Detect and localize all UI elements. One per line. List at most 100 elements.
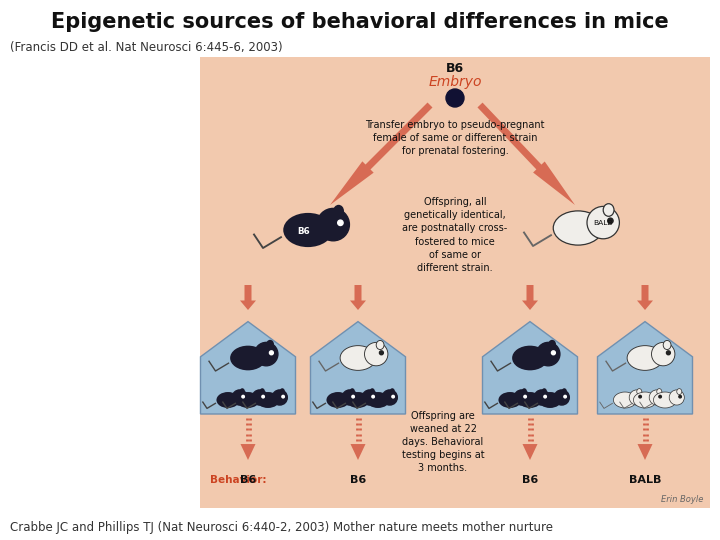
Bar (200, 57, 710, 508)
Ellipse shape (370, 388, 375, 394)
Circle shape (269, 351, 274, 355)
Ellipse shape (522, 388, 527, 394)
Text: B6: B6 (240, 475, 256, 485)
Ellipse shape (603, 204, 614, 217)
Ellipse shape (634, 392, 657, 408)
Circle shape (272, 390, 287, 405)
Text: Offspring are
weaned at 22
days. Behavioral
testing begins at
3 months.: Offspring are weaned at 22 days. Behavio… (402, 410, 485, 474)
Polygon shape (310, 322, 405, 414)
Ellipse shape (541, 388, 546, 394)
Ellipse shape (636, 389, 642, 395)
Polygon shape (637, 285, 653, 310)
Ellipse shape (376, 340, 384, 349)
Polygon shape (351, 444, 366, 460)
Circle shape (364, 342, 388, 366)
Ellipse shape (677, 389, 682, 395)
Polygon shape (637, 444, 652, 460)
Text: Transfer embryo to pseudo-pregnant
female of same or different strain
for prenat: Transfer embryo to pseudo-pregnant femal… (365, 120, 545, 157)
Polygon shape (200, 322, 295, 414)
Text: Epigenetic sources of behavioral differences in mice: Epigenetic sources of behavioral differe… (51, 12, 669, 32)
Circle shape (262, 395, 264, 398)
Text: Embryo: Embryo (428, 75, 482, 89)
Ellipse shape (266, 340, 274, 349)
Text: BALB: BALB (629, 475, 661, 485)
Circle shape (524, 395, 526, 398)
Ellipse shape (663, 340, 671, 349)
Ellipse shape (553, 211, 603, 245)
Polygon shape (240, 285, 256, 310)
Circle shape (534, 390, 549, 405)
Circle shape (629, 390, 644, 405)
Text: B6: B6 (446, 62, 464, 75)
Circle shape (587, 206, 619, 239)
Ellipse shape (240, 388, 245, 394)
Ellipse shape (539, 392, 562, 408)
Ellipse shape (390, 388, 395, 394)
Polygon shape (522, 285, 538, 310)
Circle shape (382, 390, 397, 405)
Ellipse shape (350, 388, 355, 394)
Circle shape (372, 395, 374, 398)
Ellipse shape (512, 346, 548, 370)
Polygon shape (598, 322, 693, 414)
Circle shape (608, 218, 613, 224)
Polygon shape (330, 103, 433, 205)
Ellipse shape (346, 392, 369, 408)
Ellipse shape (548, 340, 556, 349)
Circle shape (252, 390, 267, 405)
Ellipse shape (283, 213, 333, 247)
Circle shape (564, 395, 567, 398)
Text: B6: B6 (297, 227, 310, 237)
Text: Erin Boyle: Erin Boyle (661, 496, 703, 504)
Circle shape (446, 89, 464, 107)
Circle shape (679, 395, 681, 398)
Ellipse shape (280, 388, 285, 394)
Polygon shape (350, 285, 366, 310)
Circle shape (639, 395, 642, 398)
Text: Offspring, all
genetically identical,
are postnatally cross-
fostered to mice
of: Offspring, all genetically identical, ar… (402, 197, 508, 273)
Polygon shape (240, 444, 256, 460)
Ellipse shape (333, 205, 344, 218)
Circle shape (552, 351, 555, 355)
Polygon shape (477, 103, 575, 205)
Text: B6: B6 (522, 475, 538, 485)
Circle shape (652, 342, 675, 366)
Circle shape (554, 390, 570, 405)
Text: B6: B6 (350, 475, 366, 485)
Circle shape (392, 395, 395, 398)
Ellipse shape (236, 392, 259, 408)
Ellipse shape (340, 346, 376, 370)
Circle shape (342, 390, 357, 405)
Circle shape (362, 390, 377, 405)
Polygon shape (523, 444, 538, 460)
Circle shape (536, 342, 560, 366)
Ellipse shape (613, 392, 636, 408)
Circle shape (649, 390, 665, 405)
Circle shape (514, 390, 529, 405)
Ellipse shape (654, 392, 677, 408)
Circle shape (282, 395, 284, 398)
Ellipse shape (657, 389, 662, 395)
Circle shape (317, 208, 349, 241)
Ellipse shape (326, 392, 349, 408)
Ellipse shape (518, 392, 541, 408)
Circle shape (659, 395, 662, 398)
Ellipse shape (260, 388, 265, 394)
Polygon shape (482, 322, 577, 414)
Circle shape (544, 395, 546, 398)
Ellipse shape (498, 392, 521, 408)
Circle shape (379, 351, 383, 355)
Circle shape (669, 390, 684, 405)
Text: Behavior:: Behavior: (210, 475, 266, 485)
Ellipse shape (256, 392, 279, 408)
Ellipse shape (366, 392, 390, 408)
Ellipse shape (230, 346, 266, 370)
Ellipse shape (627, 346, 663, 370)
Text: Crabbe JC and Phillips TJ (Nat Neurosci 6:440-2, 2003) Mother nature meets mothe: Crabbe JC and Phillips TJ (Nat Neurosci … (10, 522, 553, 535)
Circle shape (338, 220, 343, 226)
Text: BALB: BALB (593, 220, 613, 226)
Ellipse shape (217, 392, 240, 408)
Circle shape (254, 342, 278, 366)
Circle shape (242, 395, 244, 398)
Text: (Francis DD et al. Nat Neurosci 6:445-6, 2003): (Francis DD et al. Nat Neurosci 6:445-6,… (10, 42, 283, 55)
